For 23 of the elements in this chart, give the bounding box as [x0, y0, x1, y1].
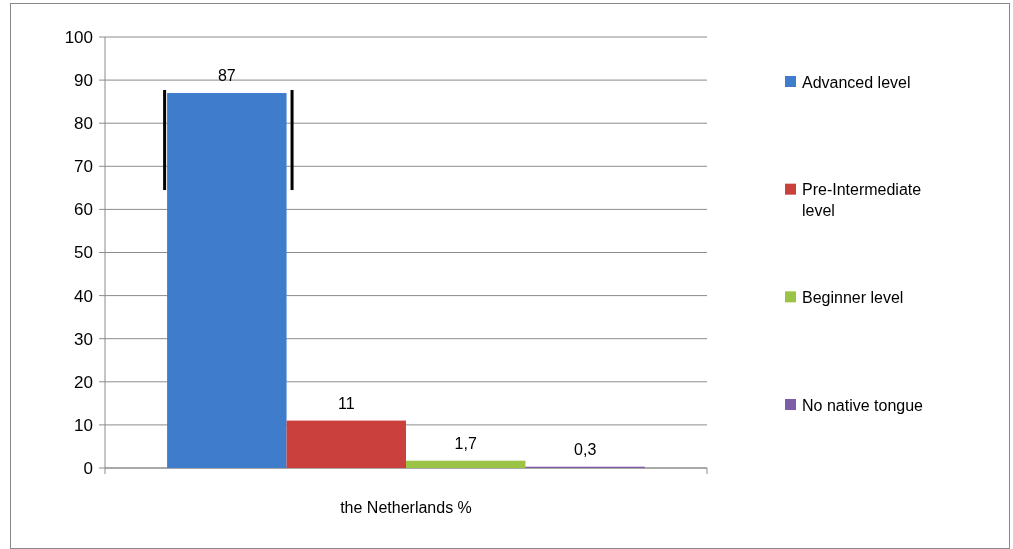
y-tick-label: 0: [83, 458, 93, 478]
y-tick-label: 10: [74, 415, 93, 435]
legend-label: Pre-Intermediate level: [802, 181, 922, 220]
data-label: 1,7: [454, 434, 477, 452]
legend-label: Advanced level: [802, 73, 911, 91]
bar: [286, 420, 406, 468]
x-tick-label: the Netherlands %: [340, 499, 472, 516]
y-tick-label: 20: [74, 372, 93, 392]
y-tick-label: 90: [74, 71, 93, 91]
y-tick-label: 40: [74, 286, 93, 306]
data-label: 11: [337, 394, 355, 412]
data-label: 0,3: [574, 440, 597, 458]
y-tick-label: 80: [74, 114, 93, 134]
y-tick-label: 30: [74, 329, 93, 349]
y-tick-label: 50: [74, 243, 93, 263]
bar: [167, 93, 287, 468]
legend-label: Beginner level: [802, 288, 904, 306]
y-tick-label: 60: [74, 200, 93, 220]
data-label: 87: [217, 67, 236, 85]
y-tick-label: 70: [74, 157, 93, 177]
bar: [406, 460, 526, 468]
legend-label: No native tongue: [802, 396, 924, 414]
y-tick-label: 100: [64, 27, 93, 47]
